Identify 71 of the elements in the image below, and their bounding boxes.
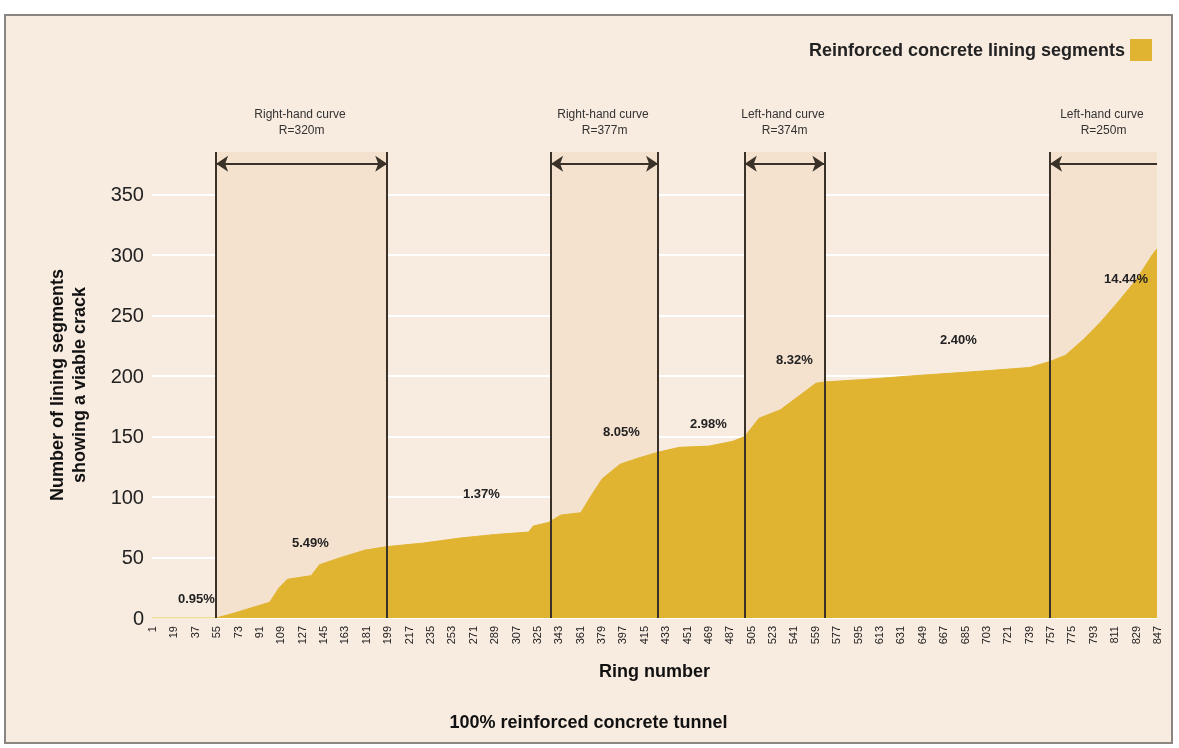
- y-axis-title: Number of lining segments showing a viable crack: [47, 268, 89, 502]
- x-tick-label: 325: [530, 626, 543, 645]
- x-tick-label: 145: [317, 626, 330, 645]
- y-tick-label: 250: [110, 304, 144, 327]
- annotation: 5.49%: [291, 535, 330, 550]
- x-tick-label: 73: [231, 626, 244, 639]
- x-tick-label: 397: [616, 626, 629, 645]
- x-tick-label: 793: [1086, 626, 1099, 645]
- x-tick-label: 271: [466, 626, 479, 645]
- y-tick-label: 100: [110, 485, 144, 508]
- x-tick-label: 55: [210, 626, 223, 639]
- y-tick-label: 300: [110, 243, 144, 266]
- x-tick-label: 37: [188, 626, 201, 639]
- x-tick-label: 343: [552, 626, 565, 645]
- x-tick-label: 379: [595, 626, 608, 645]
- x-tick-label: 739: [1022, 626, 1035, 645]
- x-tick-label: 289: [488, 626, 501, 645]
- x-tick-label: 19: [167, 626, 180, 639]
- y-tick-label: 350: [110, 183, 144, 206]
- x-tick-label: 703: [979, 626, 992, 645]
- x-tick-label: 127: [295, 626, 308, 645]
- x-tick-label: 523: [766, 626, 779, 645]
- band-label: Right-hand curve R=377m: [557, 107, 652, 137]
- x-tick-label: 667: [937, 626, 950, 645]
- x-tick-label: 415: [637, 626, 650, 645]
- x-tick-label: 217: [402, 626, 415, 645]
- x-tick-label: 235: [423, 626, 436, 645]
- x-tick-label: 1: [146, 626, 158, 633]
- x-tick-label: 613: [873, 626, 886, 645]
- x-tick-label: 451: [680, 626, 693, 645]
- y-tick-label: 50: [121, 546, 144, 569]
- x-tick-label: 649: [915, 626, 928, 645]
- x-tick-label: 109: [274, 626, 287, 645]
- x-tick-label: 91: [252, 626, 265, 639]
- x-tick-label: 811: [1108, 626, 1121, 644]
- annotation: 2.40%: [939, 332, 978, 347]
- y-tick-label: 200: [110, 364, 144, 387]
- annotation: 1.37%: [462, 486, 501, 501]
- x-tick-label: 253: [445, 626, 458, 645]
- x-tick-label: 469: [701, 626, 714, 645]
- x-tick-label: 577: [830, 626, 843, 645]
- legend-label: Reinforced concrete lining segments: [808, 40, 1125, 60]
- x-tick-label: 307: [509, 626, 522, 645]
- y-tick-label: 150: [110, 425, 144, 448]
- x-tick-label: 559: [808, 626, 821, 645]
- x-tick-label: 685: [958, 626, 971, 645]
- x-tick-label: 199: [381, 626, 394, 645]
- annotation: 8.32%: [775, 352, 814, 367]
- x-tick-label: 847: [1151, 626, 1163, 645]
- x-tick-label: 541: [787, 626, 800, 645]
- x-tick-label: 775: [1065, 626, 1078, 645]
- x-tick-label: 505: [744, 626, 757, 645]
- annotation: 2.98%: [689, 416, 728, 431]
- x-tick-label: 757: [1044, 626, 1057, 645]
- band-label: Right-hand curve R=320m: [254, 107, 350, 137]
- band-label: Left-hand curve R=250m: [1060, 107, 1147, 137]
- x-tick-label: 163: [338, 626, 351, 645]
- x-tick-label: 361: [573, 626, 586, 645]
- x-tick-label: 595: [851, 626, 864, 645]
- annotation: 8.05%: [602, 424, 641, 439]
- x-tick-label: 433: [659, 626, 672, 645]
- x-tick-label: 721: [1001, 626, 1014, 645]
- x-tick-label: 631: [894, 626, 907, 645]
- x-tick-label: 181: [359, 626, 372, 645]
- x-tick-label: 487: [723, 626, 736, 645]
- x-tick-label: 829: [1129, 626, 1142, 645]
- text: 100% reinforced concrete tunnel: [449, 712, 728, 732]
- y-tick-label: 0: [132, 607, 144, 629]
- x-axis-title: Ring number: [599, 661, 710, 681]
- annotation: 0.95%: [177, 591, 216, 606]
- band-label: Left-hand curve R=374m: [741, 107, 828, 137]
